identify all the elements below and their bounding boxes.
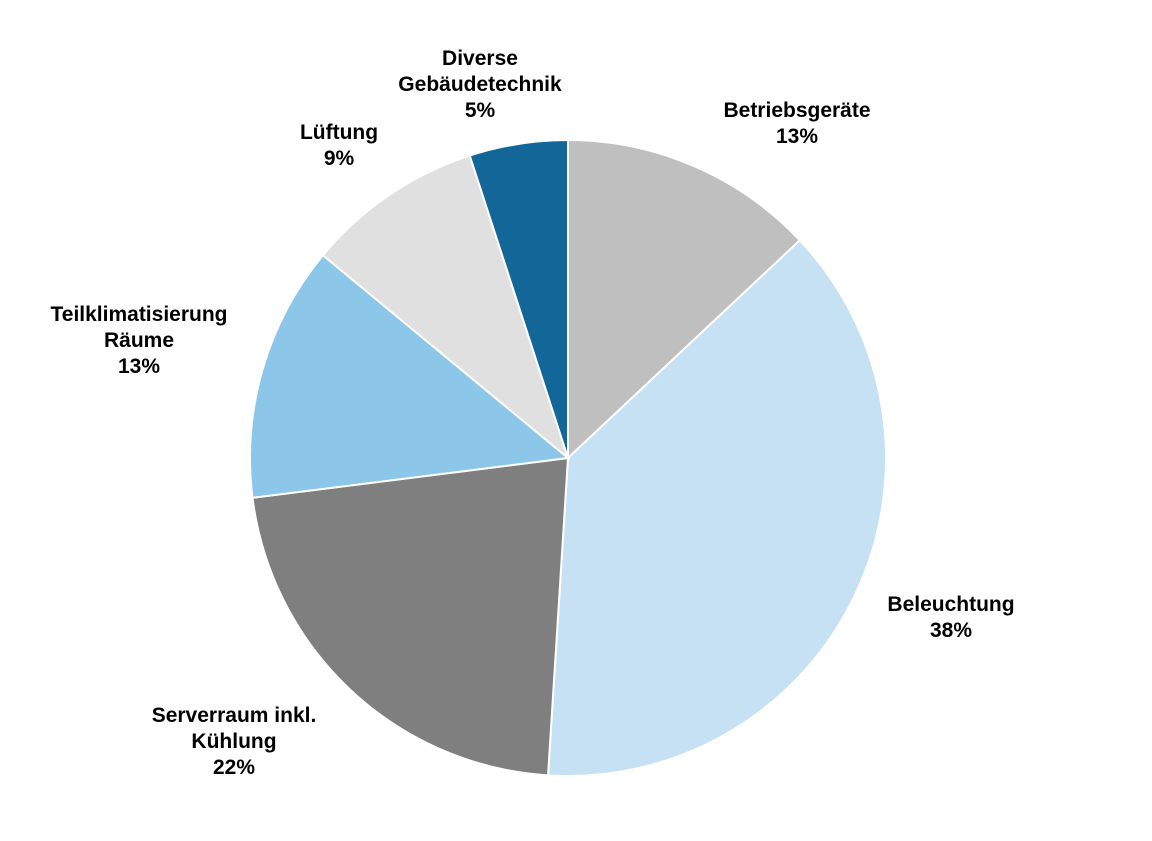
slice-value-label: 22%	[212, 756, 256, 779]
slice-label-line: Kühlung	[191, 730, 277, 753]
slice-label-line: Gebäudetechnik	[398, 73, 562, 96]
pie-slice-3	[249, 253, 571, 499]
slice-value-label: 5%	[464, 99, 496, 122]
slice-label-line: Diverse	[442, 47, 518, 70]
slice-value-label: 38%	[929, 619, 973, 642]
slice-label-line: Teilklimatisierung	[50, 303, 228, 326]
slice-label-betriebsgeraete: Betriebsgeräte 13%	[723, 98, 870, 150]
pie-slice-5	[468, 138, 569, 459]
slice-value-label: 9%	[323, 147, 355, 170]
slice-value-label: 13%	[775, 125, 819, 148]
slice-value-label: 13%	[117, 355, 161, 378]
slice-label-line: Räume	[103, 329, 175, 352]
pie-slice-1	[546, 238, 887, 777]
slice-label-teilklimatisierung: Teilklimatisierung Räume 13%	[51, 302, 228, 380]
slice-label-line: Lüftung	[299, 121, 379, 144]
pie-slice-4	[321, 154, 571, 461]
pie-slice-2	[251, 456, 570, 777]
slice-label-line: Serverraum inkl.	[151, 704, 317, 727]
slice-label-beleuchtung: Beleuchtung 38%	[887, 592, 1014, 644]
slice-label-serverraum: Serverraum inkl. Kühlung 22%	[152, 703, 317, 781]
pie-slice-0	[567, 138, 802, 461]
slice-label-diverse-gebaeudetechnik: Diverse Gebäudetechnik 5%	[398, 46, 561, 124]
slice-label-lueftung: Lüftung 9%	[300, 120, 378, 172]
slice-label-line: Beleuchtung	[887, 593, 1015, 616]
slice-label-line: Betriebsgeräte	[723, 99, 871, 122]
pie-slices	[249, 138, 887, 777]
